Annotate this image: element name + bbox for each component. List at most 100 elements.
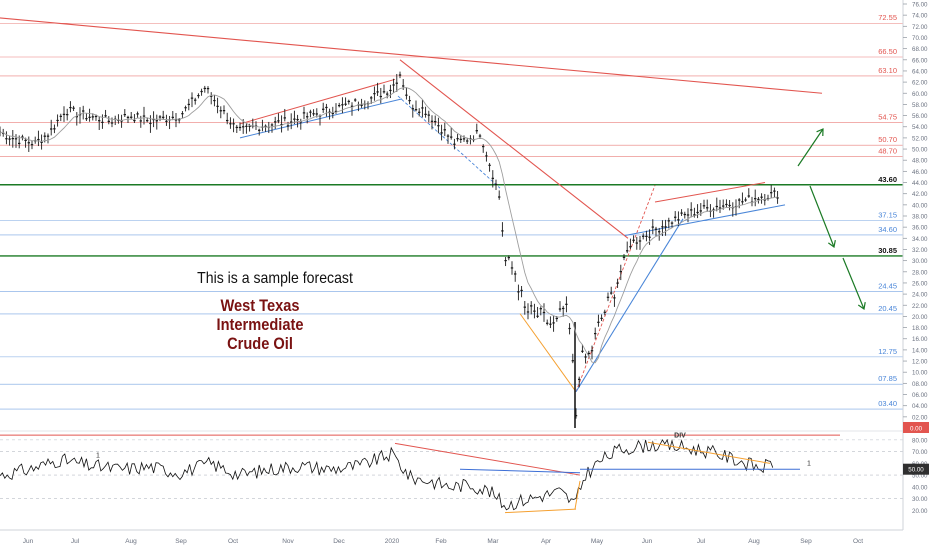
time-tick-label: Apr [541,538,552,545]
time-axis[interactable]: Jun Jul Aug Sep Oct Nov Dec 2020 Feb Mar Apr May Jun… [0,529,903,545]
time-tick-label: Dec [333,538,345,545]
price-tick-label: 70.00 [912,35,928,42]
price-tick-label: 68.00 [912,46,928,53]
time-tick-label: Jun [23,538,34,545]
rsi-tick-label: 40.00 [912,484,928,491]
price-tick-label: 02.00 [912,414,928,421]
price-tick-label: 50.00 [912,147,928,154]
rsi-bearish-divergence [647,441,771,464]
rising-wedge-lower [624,204,786,237]
level-label: 66.50 [878,47,897,56]
time-tick-label: Jul [697,538,706,545]
price-tick-label: 52.00 [912,135,928,142]
price-tick-label: 58.00 [912,102,928,109]
down-arrow-first-head [827,240,836,249]
price-tick-label: 12.00 [912,359,928,366]
price-tick-label: 76.00 [912,2,928,9]
time-tick-label: Sep [175,538,187,545]
rsi-line [0,438,774,511]
price-tick-label: 22.00 [912,303,928,310]
level-label: 37.15 [878,211,897,220]
price-tick-label: 28.00 [912,269,928,276]
channel-upper [239,78,396,125]
rsi-divergence-low [504,508,577,514]
up-arrow-head [816,128,824,137]
moving-average-line [0,87,778,364]
rsi-tick-label: 20.00 [912,508,928,515]
price-tick-label: 46.00 [912,169,928,176]
long-term-resistance [0,17,823,94]
down-arrow-first [809,185,835,248]
rsi-value-badge [903,463,929,475]
time-tick-label: 2020 [385,538,400,545]
price-tick-label: 62.00 [912,80,928,87]
price-tick-label: 60.00 [912,91,928,98]
price-axis[interactable]: 76.00 74.00 72.00 70.00 68.00 66.00 64.00 62.00… [902,0,932,550]
price-tick-label: 32.00 [912,247,928,254]
level-label: 03.40 [878,399,897,408]
falling-wedge-upper [519,313,577,393]
time-tick-label: Aug [748,538,760,545]
price-tick-label: 74.00 [912,13,928,20]
rsi-marker-left: 1 [96,452,100,459]
price-tick-label: 38.00 [912,214,928,221]
rsi-divergence-rise [574,480,581,510]
time-tick-label: Feb [435,538,447,545]
time-tick-label: Oct [853,538,863,545]
down-arrow-second-head [857,302,866,311]
channel-lower [239,98,403,139]
level-label: 30.85 [878,246,897,255]
time-tick-label: May [591,538,604,545]
price-tick-label: 20.00 [912,314,928,321]
rsi-panel: DIV 1 1 [0,433,903,514]
rsi-support-left [459,468,581,474]
horizontal-levels: 72.55 66.50 63.10 54.75 50.70 48.70 43.60 37.15… [0,13,903,410]
price-tick-label: 56.00 [912,113,928,120]
price-tick-label: 10.00 [912,370,928,377]
rsi-downtrend [394,442,581,476]
rsi-marker-right: 1 [807,461,811,468]
price-tick-label: 66.00 [912,57,928,64]
level-label: 54.75 [878,113,897,122]
up-arrow [797,128,824,167]
rebound-dashed [575,185,656,392]
price-tick-label: 36.00 [912,225,928,232]
price-tick-label: 30.00 [912,258,928,265]
time-tick-label: Nov [282,538,294,545]
price-axis-bg [903,0,932,550]
price-tick-label: 48.00 [912,158,928,165]
price-tick-label: 24.00 [912,292,928,299]
time-tick-label: Sep [800,538,812,545]
level-label: 12.75 [878,347,897,356]
last-price-badge-label: 0.00 [910,426,923,433]
level-label: 63.10 [878,66,897,75]
time-tick-label: Jun [642,538,653,545]
rsi-tick-label: 30.00 [912,496,928,503]
price-tick-label: 34.00 [912,236,928,243]
level-label: 50.70 [878,135,897,144]
level-label: 34.60 [878,225,897,234]
time-tick-label: Mar [487,538,499,545]
breakdown-dashed [397,95,501,189]
price-tick-label: 42.00 [912,191,928,198]
price-tick-label: 06.00 [912,392,928,399]
level-label: 24.45 [878,282,897,291]
level-label: 43.60 [878,175,897,184]
downtrend-line [399,59,629,239]
divergence-label: DIV [674,433,686,440]
price-series [0,71,779,428]
level-label: 07.85 [878,374,897,383]
price-tick-label: 18.00 [912,325,928,332]
forecast-arrows [797,128,866,311]
price-tick-label: 14.00 [912,347,928,354]
level-label: 72.55 [878,13,897,22]
price-tick-label: 44.00 [912,180,928,187]
price-tick-label: 26.00 [912,280,928,287]
down-arrow-second [842,257,865,310]
rising-wedge-upper [654,182,766,203]
last-price-badge [903,422,929,433]
rsi-tick-label: 80.00 [912,437,928,444]
level-label: 20.45 [878,304,897,313]
